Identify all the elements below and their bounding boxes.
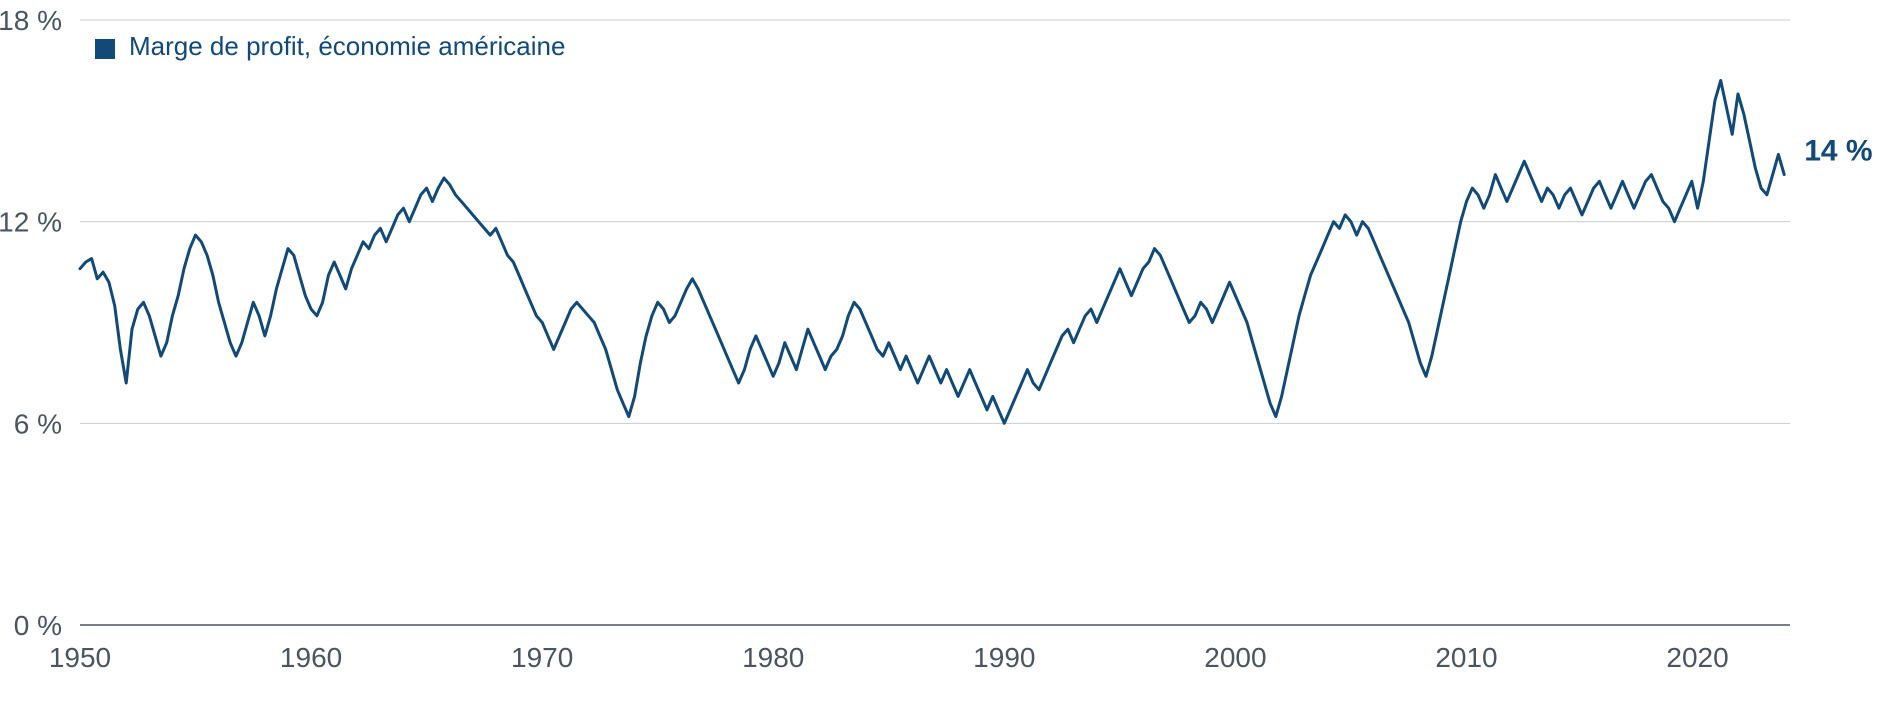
legend-swatch: [95, 39, 115, 59]
y-axis-label: 6 %: [14, 408, 62, 439]
series-line-profit-margin: [80, 81, 1784, 424]
y-axis-label: 12 %: [0, 207, 62, 238]
x-axis-label: 2000: [1204, 642, 1266, 673]
x-axis-label: 1950: [49, 642, 111, 673]
y-axis-label: 0 %: [14, 610, 62, 641]
x-axis-label: 1980: [742, 642, 804, 673]
y-axis-label: 18 %: [0, 5, 62, 36]
profit-margin-chart: 0 % 6 % 12 % 18 % 1950 1960 1970 1980 1990 2000 20…: [0, 0, 1881, 701]
x-axis-label: 1960: [280, 642, 342, 673]
endpoint-value-label: 14 %: [1804, 134, 1872, 167]
x-axis-label: 1970: [511, 642, 573, 673]
x-axis-label: 2010: [1435, 642, 1497, 673]
x-axis-label: 2020: [1666, 642, 1728, 673]
legend-label: Marge de profit, économie américaine: [129, 31, 565, 61]
chart-canvas: 0 % 6 % 12 % 18 % 1950 1960 1970 1980 1990 2000 20…: [0, 0, 1881, 701]
x-axis-label: 1990: [973, 642, 1035, 673]
